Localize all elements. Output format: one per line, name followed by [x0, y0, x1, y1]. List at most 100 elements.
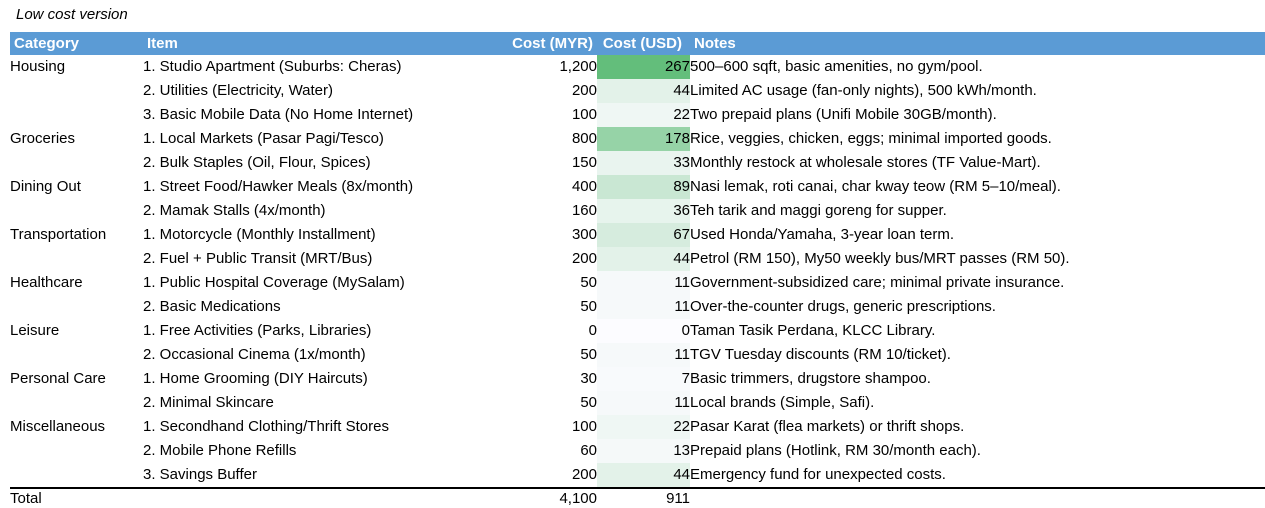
total-myr-cell[interactable]: 4,100 — [505, 487, 597, 508]
myr-cell[interactable]: 150 — [571, 154, 597, 171]
item-cell[interactable]: 1. Free Activities (Parks, Libraries) — [143, 322, 372, 339]
myr-cell[interactable]: 1,200 — [559, 58, 597, 75]
total-usd-cell[interactable]: 911 — [597, 487, 690, 508]
notes-cell[interactable]: Pasar Karat (flea markets) or thrift sho… — [690, 418, 965, 435]
usd-cell[interactable]: 11 — [597, 343, 690, 367]
category-cell[interactable]: Dining Out — [10, 178, 81, 195]
column-header-item[interactable]: Item — [143, 32, 505, 55]
myr-cell[interactable]: 100 — [571, 418, 597, 435]
notes-cell[interactable]: Limited AC usage (fan-only nights), 500 … — [690, 82, 1037, 99]
total-item-cell[interactable] — [143, 487, 505, 508]
usd-cell[interactable]: 44 — [597, 463, 690, 488]
category-cell[interactable]: Healthcare — [10, 274, 83, 291]
myr-cell[interactable]: 50 — [580, 346, 597, 363]
category-cell[interactable] — [10, 343, 143, 367]
myr-cell[interactable]: 0 — [588, 322, 597, 339]
myr-cell[interactable]: 50 — [580, 298, 597, 315]
item-cell[interactable]: 1. Street Food/Hawker Meals (8x/month) — [143, 178, 414, 195]
myr-cell[interactable]: 60 — [580, 442, 597, 459]
item-cell[interactable]: 2. Fuel + Public Transit (MRT/Bus) — [143, 250, 373, 267]
usd-cell[interactable]: 33 — [597, 151, 690, 175]
category-cell[interactable]: Leisure — [10, 322, 60, 339]
notes-cell[interactable]: Taman Tasik Perdana, KLCC Library. — [690, 322, 936, 339]
myr-cell[interactable]: 50 — [580, 274, 597, 291]
category-cell[interactable]: Transportation — [10, 226, 107, 243]
item-cell[interactable]: 1. Studio Apartment (Suburbs: Cheras) — [143, 58, 402, 75]
myr-cell[interactable]: 200 — [571, 466, 597, 483]
usd-cell[interactable]: 11 — [597, 295, 690, 319]
item-cell[interactable]: 2. Bulk Staples (Oil, Flour, Spices) — [143, 154, 371, 171]
myr-cell[interactable]: 300 — [571, 226, 597, 243]
category-cell[interactable] — [10, 199, 143, 223]
item-cell[interactable]: 2. Occasional Cinema (1x/month) — [143, 346, 366, 363]
usd-cell[interactable]: 22 — [597, 415, 690, 439]
category-cell[interactable] — [10, 439, 143, 463]
category-cell[interactable] — [10, 103, 143, 127]
column-header-cost-usd[interactable]: Cost (USD) — [597, 32, 690, 55]
category-cell[interactable] — [10, 295, 143, 319]
item-cell[interactable]: 1. Motorcycle (Monthly Installment) — [143, 226, 376, 243]
notes-cell[interactable]: Emergency fund for unexpected costs. — [690, 466, 946, 483]
usd-cell[interactable]: 44 — [597, 79, 690, 103]
column-header-notes[interactable]: Notes — [690, 32, 1265, 55]
myr-cell[interactable]: 200 — [571, 250, 597, 267]
usd-cell[interactable]: 44 — [597, 247, 690, 271]
usd-cell[interactable]: 89 — [597, 175, 690, 199]
usd-cell[interactable]: 11 — [597, 271, 690, 295]
item-cell[interactable]: 3. Savings Buffer — [143, 466, 257, 483]
item-cell[interactable]: 3. Basic Mobile Data (No Home Internet) — [143, 106, 414, 123]
myr-cell[interactable]: 160 — [571, 202, 597, 219]
myr-cell[interactable]: 50 — [580, 394, 597, 411]
item-cell[interactable]: 2. Basic Medications — [143, 298, 281, 315]
item-cell[interactable]: 2. Utilities (Electricity, Water) — [143, 82, 334, 99]
total-label-cell[interactable]: Total — [10, 487, 143, 508]
item-cell[interactable]: 2. Mobile Phone Refills — [143, 442, 297, 459]
usd-cell[interactable]: 267 — [597, 55, 690, 79]
total-notes-cell[interactable] — [690, 487, 1265, 508]
usd-cell[interactable]: 178 — [597, 127, 690, 151]
myr-cell[interactable]: 30 — [580, 370, 597, 387]
category-cell[interactable]: Personal Care — [10, 370, 106, 387]
notes-cell[interactable]: Government-subsidized care; minimal priv… — [690, 274, 1065, 291]
item-cell[interactable]: 2. Mamak Stalls (4x/month) — [143, 202, 326, 219]
notes-cell[interactable]: Monthly restock at wholesale stores (TF … — [690, 154, 1041, 171]
usd-cell[interactable]: 36 — [597, 199, 690, 223]
category-cell[interactable] — [10, 463, 143, 488]
myr-cell[interactable]: 100 — [571, 106, 597, 123]
column-header-cost-myr[interactable]: Cost (MYR) — [505, 32, 597, 55]
usd-cell[interactable]: 11 — [597, 391, 690, 415]
notes-cell[interactable]: Used Honda/Yamaha, 3-year loan term. — [690, 226, 955, 243]
category-cell[interactable]: Groceries — [10, 130, 76, 147]
category-cell[interactable] — [10, 79, 143, 103]
notes-cell[interactable]: Rice, veggies, chicken, eggs; minimal im… — [690, 130, 1052, 147]
myr-cell[interactable]: 200 — [571, 82, 597, 99]
notes-cell[interactable]: Petrol (RM 150), My50 weekly bus/MRT pas… — [690, 250, 1070, 267]
category-cell[interactable] — [10, 247, 143, 271]
usd-cell[interactable]: 67 — [597, 223, 690, 247]
category-cell[interactable]: Miscellaneous — [10, 418, 106, 435]
notes-cell[interactable]: 500–600 sqft, basic amenities, no gym/po… — [690, 58, 983, 75]
myr-cell[interactable]: 800 — [571, 130, 597, 147]
notes-cell[interactable]: Teh tarik and maggi goreng for supper. — [690, 202, 947, 219]
item-cell[interactable]: 2. Minimal Skincare — [143, 394, 274, 411]
notes-cell[interactable]: TGV Tuesday discounts (RM 10/ticket). — [690, 346, 951, 363]
sheet-title[interactable]: Low cost version — [16, 6, 128, 23]
usd-cell[interactable]: 0 — [597, 319, 690, 343]
notes-cell[interactable]: Two prepaid plans (Unifi Mobile 30GB/mon… — [690, 106, 997, 123]
notes-cell[interactable]: Basic trimmers, drugstore shampoo. — [690, 370, 931, 387]
notes-cell[interactable]: Local brands (Simple, Safi). — [690, 394, 875, 411]
category-cell[interactable]: Housing — [10, 58, 66, 75]
item-cell[interactable]: 1. Local Markets (Pasar Pagi/Tesco) — [143, 130, 384, 147]
usd-cell[interactable]: 13 — [597, 439, 690, 463]
category-cell[interactable] — [10, 391, 143, 415]
column-header-category[interactable]: Category — [10, 32, 143, 55]
item-cell[interactable]: 1. Home Grooming (DIY Haircuts) — [143, 370, 368, 387]
myr-cell[interactable]: 400 — [571, 178, 597, 195]
item-cell[interactable]: 1. Secondhand Clothing/Thrift Stores — [143, 418, 389, 435]
category-cell[interactable] — [10, 151, 143, 175]
item-cell[interactable]: 1. Public Hospital Coverage (MySalam) — [143, 274, 405, 291]
notes-cell[interactable]: Over-the-counter drugs, generic prescrip… — [690, 298, 996, 315]
usd-cell[interactable]: 22 — [597, 103, 690, 127]
notes-cell[interactable]: Nasi lemak, roti canai, char kway teow (… — [690, 178, 1061, 195]
usd-cell[interactable]: 7 — [597, 367, 690, 391]
